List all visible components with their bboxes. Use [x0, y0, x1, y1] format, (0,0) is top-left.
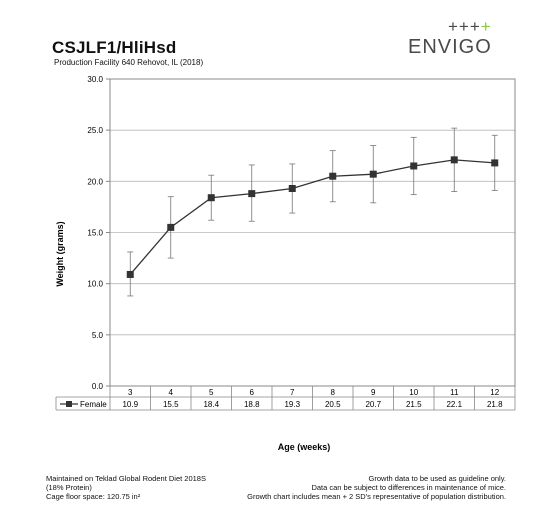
data-point: [126, 270, 134, 278]
data-value-label: 10.9: [122, 400, 138, 409]
x-tick-label: 11: [450, 388, 459, 397]
y-tick-label: 30.0: [87, 75, 103, 84]
y-tick-label: 5.0: [92, 331, 104, 340]
footer-protein-line: (18% Protein): [46, 483, 92, 492]
data-point: [207, 194, 215, 202]
footer-guideline-line: Growth data to be used as guideline only…: [368, 474, 506, 483]
x-tick-label: 5: [209, 388, 214, 397]
data-value-label: 19.3: [284, 400, 300, 409]
data-value-label: 15.5: [163, 400, 179, 409]
y-tick-label: 15.0: [87, 229, 103, 238]
footer-differences-line: Data can be subject to differences in ma…: [311, 483, 506, 492]
footer-disclaimer: Growth data to be used as guideline only…: [247, 474, 506, 501]
series-female: [126, 127, 499, 297]
legend-label: Female: [80, 400, 107, 409]
data-point: [450, 156, 458, 164]
series-line: [129, 159, 495, 275]
footer-sd-line: Growth chart includes mean + 2 SD's repr…: [247, 492, 506, 501]
data-point: [248, 190, 256, 198]
data-value-label: 20.5: [325, 400, 341, 409]
x-tick-label: 8: [331, 388, 336, 397]
chart-title: CSJLF1/HliHsd: [52, 38, 177, 57]
y-tick-label: 0.0: [92, 382, 104, 391]
logo-plus-dark: +++: [448, 17, 481, 36]
data-point: [369, 170, 377, 178]
logo-plus-marks: ++++: [448, 18, 492, 35]
data-value-label: 21.5: [406, 400, 422, 409]
logo-wordmark: ENVIGO: [408, 36, 492, 58]
footer-diet-info: Maintained on Teklad Global Rodent Diet …: [46, 474, 206, 501]
x-tick-label: 4: [169, 388, 174, 397]
chart-subtitle: Production Facility 640 Rehovot, IL (201…: [54, 58, 204, 67]
data-point: [329, 172, 337, 180]
x-tick-label: 9: [371, 388, 376, 397]
y-axis-label: Weight (grams): [55, 221, 65, 286]
x-tick-label: 3: [128, 388, 133, 397]
x-tick-label: 7: [290, 388, 295, 397]
data-value-label: 22.1: [446, 400, 462, 409]
y-tick-label: 25.0: [87, 126, 103, 135]
data-point: [167, 223, 175, 231]
legend-marker: [66, 401, 72, 407]
envigo-logo: ++++ ENVIGO: [404, 18, 514, 62]
data-value-label: 18.4: [203, 400, 219, 409]
data-value-label: 21.8: [487, 400, 503, 409]
y-tick-label: 20.0: [87, 177, 103, 186]
grid-lines: [110, 129, 515, 336]
x-tick-label: 12: [490, 388, 499, 397]
x-tick-label: 10: [409, 388, 418, 397]
x-axis-label: Age (weeks): [278, 442, 331, 452]
footer-diet-line: Maintained on Teklad Global Rodent Diet …: [46, 474, 206, 483]
data-point: [410, 162, 418, 170]
y-axis: 0.0 5.0 10.0 15.0 20.0 25.0 30.0: [87, 75, 110, 391]
data-table: 3 4 5 6 7 8 9 10 11 12 Female 10.9 15.5 18.4 18.8 19.3 2…: [55, 386, 516, 411]
data-value-label: 18.8: [244, 400, 260, 409]
y-tick-label: 10.0: [87, 280, 103, 289]
data-point: [288, 184, 296, 192]
x-tick-label: 6: [250, 388, 255, 397]
data-value-label: 20.7: [365, 400, 381, 409]
data-point: [491, 159, 499, 167]
logo-plus-green: +: [480, 17, 492, 36]
footer-cage-line: Cage floor space: 120.75 in²: [46, 492, 141, 501]
